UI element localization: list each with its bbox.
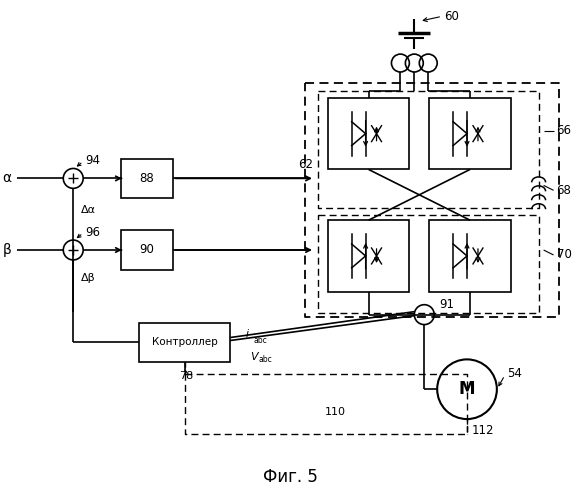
Bar xyxy=(429,98,511,170)
Text: 90: 90 xyxy=(139,244,154,256)
Text: i: i xyxy=(245,328,249,338)
Text: V: V xyxy=(250,352,258,362)
Text: β: β xyxy=(3,243,12,257)
Bar xyxy=(121,158,173,198)
Text: M: M xyxy=(459,380,475,398)
Bar xyxy=(139,322,230,362)
Text: 112: 112 xyxy=(472,424,494,438)
Bar xyxy=(429,220,511,292)
Text: 110: 110 xyxy=(325,407,346,417)
Text: 94: 94 xyxy=(85,154,100,167)
Text: 66: 66 xyxy=(556,124,572,137)
Text: abc: abc xyxy=(258,356,272,364)
Text: Δβ: Δβ xyxy=(81,273,96,283)
Text: 60: 60 xyxy=(444,10,459,23)
Text: 91: 91 xyxy=(439,298,454,311)
Text: 88: 88 xyxy=(139,172,154,185)
Text: 54: 54 xyxy=(507,367,522,380)
Bar xyxy=(328,220,410,292)
Text: 62: 62 xyxy=(298,158,313,171)
Text: 70: 70 xyxy=(556,248,572,262)
Bar xyxy=(328,98,410,170)
Bar xyxy=(121,230,173,270)
Text: 96: 96 xyxy=(85,226,100,238)
Text: Фиг. 5: Фиг. 5 xyxy=(263,468,318,485)
Text: 78: 78 xyxy=(180,372,194,382)
Text: abc: abc xyxy=(253,336,267,344)
Text: α: α xyxy=(2,172,12,185)
Text: Контроллер: Контроллер xyxy=(152,338,218,347)
Text: 68: 68 xyxy=(556,184,572,197)
Text: Δα: Δα xyxy=(81,205,96,215)
